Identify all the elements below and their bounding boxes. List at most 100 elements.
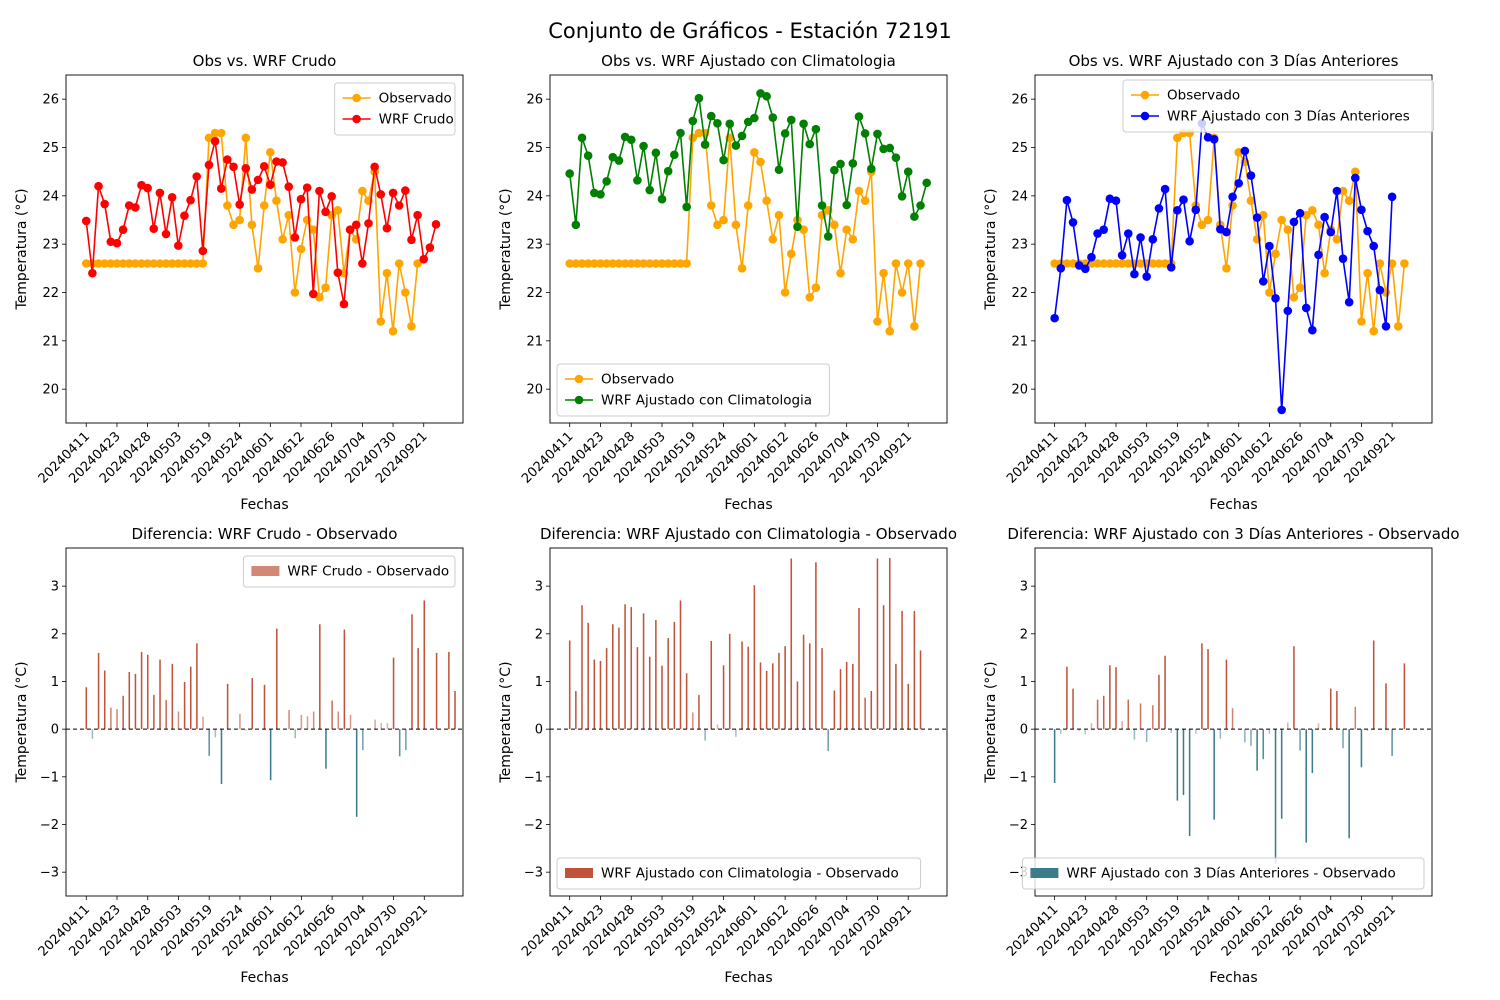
bar: [1109, 665, 1111, 730]
legend-box: [556, 363, 830, 417]
y-tick-label: 2: [1020, 627, 1028, 642]
data-point-wrf_raw: [401, 186, 410, 195]
data-point-wrf_clim: [626, 135, 636, 145]
plot-area: [1050, 119, 1409, 415]
data-point-observed: [836, 268, 845, 278]
legend: Observado WRF Ajustado con 3 Días Anterio…: [1122, 79, 1434, 133]
data-point-wrf_raw: [278, 158, 287, 167]
data-point-observed: [1228, 201, 1237, 210]
data-point-wrf_raw: [88, 268, 97, 278]
bar: [251, 678, 253, 730]
bar: [919, 650, 922, 730]
data-point-wrf_3d: [1246, 171, 1256, 180]
data-point-wrf_clim: [780, 129, 790, 138]
bar: [864, 697, 866, 730]
data-point-observed: [1117, 259, 1127, 268]
data-point-observed: [1222, 264, 1231, 273]
data-point-wrf_raw: [315, 186, 324, 196]
bar: [1078, 729, 1080, 732]
bar: [380, 722, 383, 730]
data-point-wrf_clim: [891, 153, 901, 162]
data-point-wrf_clim: [768, 113, 778, 122]
bar: [239, 713, 241, 730]
data-point-wrf_raw: [192, 172, 201, 181]
bar: [1176, 729, 1179, 801]
bar: [778, 652, 780, 730]
legend-marker: [574, 395, 584, 405]
data-point-observed: [854, 186, 864, 196]
data-point-observed: [713, 220, 722, 230]
bar: [245, 729, 247, 731]
data-point-observed: [192, 259, 201, 268]
data-point-observed: [1246, 196, 1256, 205]
y-tick-label: 2: [535, 627, 543, 642]
data-point-wrf_clim: [885, 143, 895, 153]
bar: [189, 666, 192, 730]
chart-panel-3: Obs vs. WRF Ajustado con 3 Días Anterior…: [983, 52, 1434, 513]
bar: [593, 659, 596, 730]
bar: [306, 716, 309, 730]
bar: [208, 729, 210, 756]
bar: [116, 709, 118, 730]
data-point-observed: [1148, 259, 1158, 268]
x-axis-label: Fechas: [240, 497, 288, 513]
data-point-observed: [1160, 259, 1170, 268]
legend-patch: [1030, 868, 1059, 878]
data-point-observed: [916, 259, 925, 268]
data-point-observed: [608, 259, 618, 268]
data-point-wrf_raw: [155, 188, 165, 198]
bar: [276, 628, 278, 730]
data-point-wrf_raw: [364, 219, 373, 228]
data-point-wrf_clim: [811, 124, 821, 134]
bar: [821, 648, 823, 730]
data-point-wrf_raw: [351, 220, 361, 230]
legend-box: [1021, 857, 1425, 890]
data-point-wrf_clim: [670, 150, 679, 160]
y-tick-label: 1: [51, 675, 59, 690]
y-tick-label: 3: [535, 580, 543, 595]
data-point-wrf_clim: [774, 165, 784, 175]
data-point-wrf_raw: [266, 180, 275, 190]
bar: [839, 669, 842, 730]
data-point-observed: [1136, 259, 1145, 268]
bar: [1366, 729, 1369, 732]
y-tick-label: 23: [526, 238, 543, 253]
data-point-wrf_3d: [1093, 229, 1102, 238]
bar: [630, 607, 633, 730]
data-point-observed: [81, 259, 91, 268]
data-point-observed: [1387, 259, 1397, 268]
data-point-wrf_clim: [866, 164, 876, 174]
bar: [349, 714, 352, 730]
y-tick-label: 26: [1011, 93, 1028, 108]
bar: [1293, 646, 1295, 730]
bar: [417, 648, 419, 730]
data-point-observed: [706, 201, 716, 210]
data-point-observed: [1173, 133, 1182, 143]
data-point-wrf_3d: [1332, 186, 1342, 196]
data-point-wrf_raw: [223, 155, 232, 164]
data-point-wrf_clim: [799, 119, 808, 129]
y-axis-label: Temperatura (°C): [14, 188, 30, 310]
data-point-wrf_3d: [1173, 206, 1182, 215]
chart-title: Obs vs. WRF Crudo: [193, 52, 337, 70]
data-point-observed: [633, 259, 642, 268]
bar: [1231, 708, 1234, 730]
legend-label: WRF Ajustado con Climatologia: [601, 393, 812, 409]
data-point-observed: [266, 148, 275, 157]
data-point-observed: [1295, 283, 1305, 292]
bar: [165, 700, 167, 730]
y-tick-label: −2: [1009, 818, 1028, 833]
data-point-observed: [1265, 288, 1274, 297]
data-point-wrf_raw: [81, 216, 91, 226]
data-point-observed: [670, 259, 679, 268]
x-axis-label: Fechas: [1209, 497, 1257, 513]
data-point-observed: [879, 268, 888, 278]
bar: [1274, 729, 1277, 864]
bar: [1287, 722, 1289, 730]
data-point-observed: [577, 259, 587, 268]
bar: [1311, 729, 1314, 774]
bar: [1391, 729, 1393, 756]
bar: [196, 643, 198, 730]
data-point-observed: [1099, 259, 1109, 268]
bar: [685, 673, 688, 730]
